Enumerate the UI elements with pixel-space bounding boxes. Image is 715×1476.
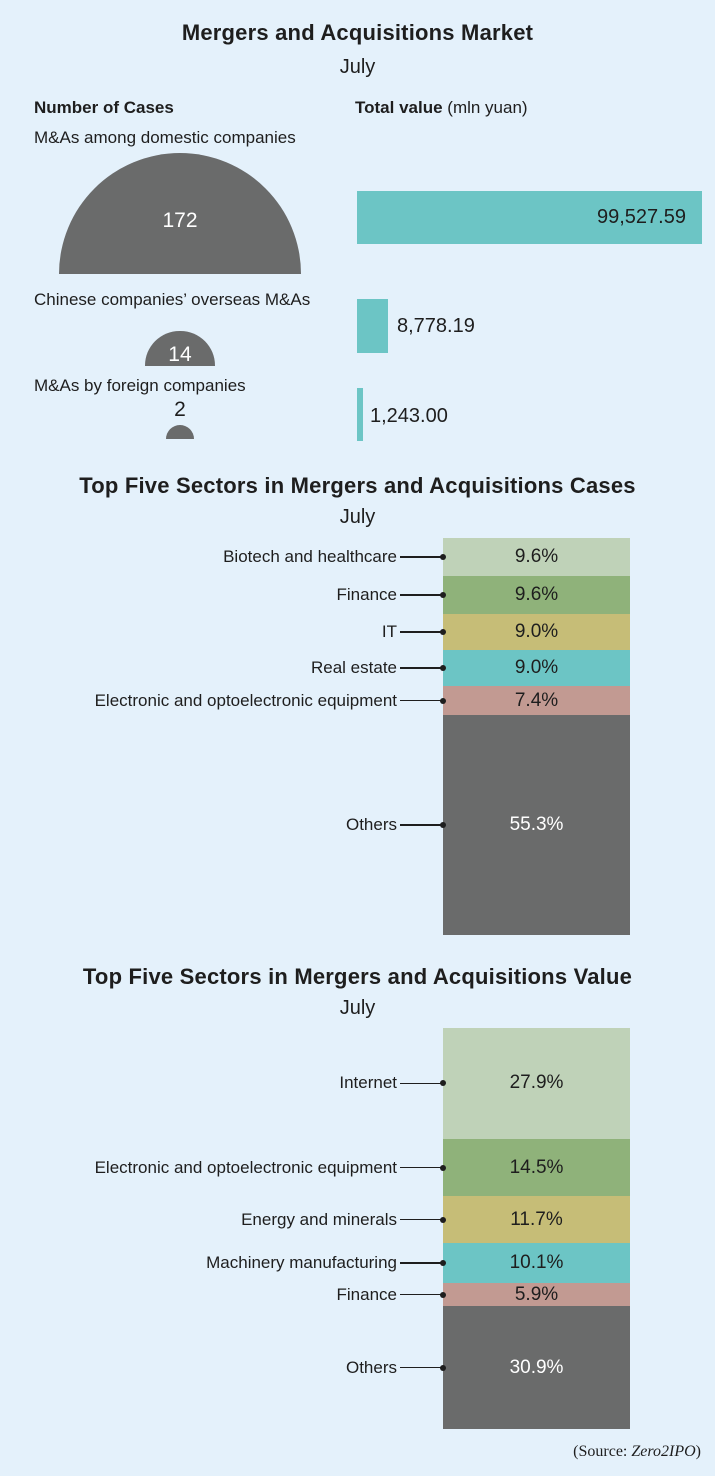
source-suffix: ) xyxy=(695,1443,701,1460)
leader-line xyxy=(400,1166,443,1169)
value-bar xyxy=(357,191,702,244)
market-subtitle: July xyxy=(339,56,376,78)
value-sectors-title: Top Five Sectors in Mergers and Acquisit… xyxy=(82,964,633,989)
sector-label: Finance xyxy=(336,585,397,605)
sector-label: Biotech and healthcare xyxy=(223,547,397,567)
sector-label: Internet xyxy=(339,1073,397,1093)
value-bar xyxy=(357,388,363,441)
segment-value-label: 7.4% xyxy=(514,689,559,711)
leader-line xyxy=(400,667,443,669)
leader-dot xyxy=(440,1364,446,1371)
leader-dot xyxy=(440,697,446,704)
leader-line xyxy=(400,1293,443,1296)
bar-segment: 9.6% xyxy=(443,538,630,577)
leader-line xyxy=(400,1262,443,1264)
sector-label: IT xyxy=(381,622,397,642)
leader-dot xyxy=(440,1216,446,1223)
segment-value-label: 9.0% xyxy=(514,656,559,678)
bar-segment: 27.9% xyxy=(443,1028,630,1139)
bar-segment: 9.6% xyxy=(443,576,630,615)
leader-line xyxy=(400,699,443,702)
cases-sectors-subtitle: July xyxy=(339,506,376,528)
segment-value-label: 9.6% xyxy=(514,584,559,606)
leader-line xyxy=(400,1082,443,1085)
stacked-bar: 9.6% 9.6% 9.0% 9.0% 7.4% 55.3% xyxy=(443,538,630,935)
cases-semicircle xyxy=(166,425,194,439)
category-label: Chinese companies’ overseas M&As xyxy=(34,290,311,309)
bar-segment: 30.9% xyxy=(443,1306,630,1429)
cases-value-label: 2 xyxy=(174,398,186,421)
cases-value-label: 172 xyxy=(162,208,198,232)
segment-value-label: 30.9% xyxy=(509,1356,564,1378)
sector-label: Electronic and optoelectronic equipment xyxy=(94,1157,397,1177)
leader-line xyxy=(400,824,443,826)
cases-semicircle: 172 xyxy=(59,153,301,274)
category-label: M&As by foreign companies xyxy=(34,376,246,395)
leader-dot xyxy=(440,1291,446,1298)
source-prefix: (Source: xyxy=(573,1443,632,1460)
bar-segment: 9.0% xyxy=(443,650,630,686)
segment-value-label: 9.6% xyxy=(514,546,559,568)
leader-line xyxy=(400,631,443,633)
leader-dot xyxy=(440,554,446,561)
leader-line xyxy=(400,1218,443,1221)
bar-segment: 9.0% xyxy=(443,614,630,651)
leader-dot xyxy=(440,1259,446,1266)
stacked-bar: 27.9% 14.5% 11.7% 10.1% 5.9% 30.9% xyxy=(443,1028,630,1429)
segment-value-label: 10.1% xyxy=(509,1251,564,1273)
leader-dot xyxy=(440,1080,446,1087)
bar-segment: 7.4% xyxy=(443,685,630,716)
leader-dot xyxy=(440,592,446,599)
segment-value-label: 55.3% xyxy=(509,814,564,836)
leader-dot xyxy=(440,822,446,829)
bar-segment: 5.9% xyxy=(443,1282,630,1307)
cases-header: Number of Cases xyxy=(34,98,174,117)
segment-value-label: 11.7% xyxy=(510,1208,563,1230)
market-title: Mergers and Acquisitions Market xyxy=(181,20,534,45)
value-unit: (mln yuan) xyxy=(447,98,528,117)
category-label: M&As among domestic companies xyxy=(34,128,296,147)
cases-sectors-title: Top Five Sectors in Mergers and Acquisit… xyxy=(79,473,636,498)
value-sectors-subtitle: July xyxy=(339,997,376,1019)
sector-label: Electronic and optoelectronic equipment xyxy=(94,690,397,710)
segment-value-label: 27.9% xyxy=(509,1072,564,1094)
sector-label: Machinery manufacturing xyxy=(206,1252,397,1272)
value-label: 99,527.59 xyxy=(597,206,686,228)
bar-segment: 11.7% xyxy=(443,1196,630,1243)
leader-line xyxy=(400,1366,443,1369)
bar-segment: 10.1% xyxy=(443,1242,630,1283)
bar-segment: 14.5% xyxy=(443,1138,630,1197)
sector-label: Others xyxy=(345,815,397,835)
sector-label: Energy and minerals xyxy=(241,1209,397,1229)
value-header-label: Total value xyxy=(355,98,443,117)
value-label: 1,243.00 xyxy=(370,405,448,427)
sector-label: Finance xyxy=(336,1284,397,1304)
segment-value-label: 9.0% xyxy=(514,621,559,643)
segment-value-label: 5.9% xyxy=(514,1283,559,1305)
bar-segment: 55.3% xyxy=(443,715,630,935)
cases-semicircle: 14 xyxy=(145,331,215,367)
segment-value-label: 14.5% xyxy=(509,1156,564,1178)
value-label: 8,778.19 xyxy=(397,315,475,337)
source-name: Zero2IPO xyxy=(631,1443,696,1460)
leader-line xyxy=(400,556,443,558)
source-note: (Source: Zero2IPO) xyxy=(573,1443,701,1461)
value-bar xyxy=(357,299,388,353)
cases-value-label: 14 xyxy=(168,343,192,367)
sector-label: Real estate xyxy=(311,657,397,677)
sector-label: Others xyxy=(345,1357,397,1377)
leader-dot xyxy=(440,629,446,636)
leader-line xyxy=(400,594,443,596)
leader-dot xyxy=(440,1164,446,1171)
leader-dot xyxy=(440,664,446,671)
value-header: Total value (mln yuan) xyxy=(355,98,528,118)
